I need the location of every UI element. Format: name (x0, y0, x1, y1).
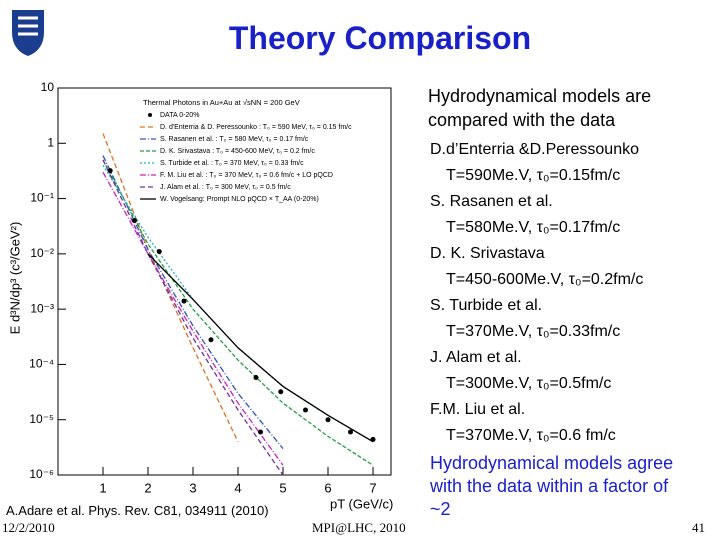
x-tick-label: 4 (234, 480, 241, 495)
model-name: J. Alam et al. (430, 349, 522, 366)
conclusion-line: Hydrodynamical models agree (430, 453, 674, 473)
x-tick-label: 7 (369, 480, 376, 495)
page-number: 41 (692, 520, 705, 535)
model-curve (102, 155, 284, 450)
model-list: D.d’Enterria &D.Peressounko T=590Me.V, τ₀… (430, 137, 643, 449)
y-tick-label: 1 (47, 135, 54, 149)
legend-entry: D. d'Enterria & D. Peressounko : T₀ = 59… (160, 124, 352, 131)
model-curve (147, 253, 374, 443)
reference: A.Adare et al. Phys. Rev. C81, 034911 (2… (6, 503, 269, 518)
model-params: T=300Me.V, τ₀=0.5fm/c (446, 375, 612, 392)
model-name: F.M. Liu et al. (430, 401, 526, 418)
intro: Hydrodynamical models are compared with … (428, 84, 651, 132)
legend-entry: F. M. Liu et al. : T₀ = 370 MeV, τ₀ = 0.… (160, 172, 333, 179)
data-point (107, 168, 113, 174)
legend-entry: D. K. Srivastava : T₀ = 450-600 MeV, τ₀ … (160, 148, 315, 155)
x-tick-label: 6 (324, 480, 331, 495)
data-point (156, 249, 162, 255)
y-tick-label: 10⁻¹ (30, 191, 54, 205)
y-tick-label: 10 (41, 80, 55, 94)
chart: 1 2 3 4 5 6 7 10 1 10⁻¹ 10⁻² 10⁻³ 10⁻⁴ 10⁻⁵ 10⁻⁶ pT (Ge… (7, 80, 393, 511)
y-tick-label: 10⁻⁶ (29, 467, 54, 481)
model-params: T=370Me.V, τ₀=0.6 fm/c (446, 427, 616, 444)
data-point (303, 407, 308, 413)
model-curve (102, 159, 374, 466)
conclusion-line: with the data within a factor of (430, 476, 669, 496)
data-point (258, 429, 263, 435)
x-tick-label: 5 (279, 480, 286, 495)
legend: Thermal Photons in Au+Au at √sNN = 200 G… (140, 98, 352, 203)
y-tick-label: 10⁻² (30, 246, 54, 260)
data-point (132, 218, 137, 224)
x-tick-label: 2 (144, 480, 151, 495)
legend-entry: S. Turbide et al. : T₀ = 370 MeV, τ₀ = 0… (160, 160, 304, 167)
legend-entry: W. Vogelsang: Prompt NLO pQCD × T_AA (0-… (160, 196, 319, 203)
title: Theory Comparison (228, 20, 532, 56)
model-curve (102, 133, 239, 442)
logo (12, 10, 44, 56)
model-params: T=580Me.V, τ₀=0.17fm/c (446, 219, 621, 236)
data-point (325, 417, 331, 423)
legend-entry: S. Rasanen et al. : T₀ = 580 MeV, τ₀ = 0… (160, 136, 309, 143)
model-params: T=590Me.V, τ₀=0.15fm/c (446, 167, 621, 184)
legend-title: Thermal Photons in Au+Au at √sNN = 200 G… (143, 98, 300, 107)
model-name: S. Rasanen et al. (430, 193, 553, 210)
plot-frame (57, 87, 392, 476)
intro-line: Hydrodynamical models are (428, 86, 652, 106)
conclusion-line: ~2 (430, 499, 451, 519)
x-tick-label: 1 (99, 480, 106, 495)
y-tick-label: 10⁻⁴ (29, 357, 54, 371)
intro-line: compared with the data (428, 110, 616, 130)
model-name: D. K. Srivastava (430, 245, 545, 262)
data-point (370, 436, 376, 442)
x-tick-label: 3 (189, 480, 196, 495)
model-curve (102, 164, 374, 443)
data-point (181, 298, 187, 304)
x-axis-label: pT (GeV/c) (330, 496, 393, 511)
conclusion: Hydrodynamical models agree with the dat… (430, 452, 673, 521)
legend-entry: J. Alam et al. : T₀ = 300 MeV, τ₀ = 0.5 … (160, 184, 291, 191)
model-params: T=370Me.V, τ₀=0.33fm/c (446, 323, 621, 340)
data-point (348, 429, 353, 435)
legend-marker (148, 113, 152, 117)
model-name: S. Turbide et al. (430, 297, 543, 314)
footer-date: 12/2/2010 (2, 520, 55, 535)
model-params: T=450-600Me.V, τ₀=0.2fm/c (446, 271, 644, 288)
data-point (253, 375, 259, 381)
footer-venue: MPI@LHC, 2010 (312, 520, 406, 535)
y-axis-label: E d³N/dp³ (c³/GeV²) (7, 222, 22, 335)
legend-entry: DATA 0-20% (160, 112, 199, 119)
data-point (208, 337, 214, 343)
model-name: D.d’Enterria &D.Peressounko (430, 141, 639, 158)
y-tick-label: 10⁻⁵ (29, 412, 54, 426)
data-point (278, 389, 284, 395)
y-tick-label: 10⁻³ (30, 301, 54, 315)
model-curve (102, 171, 284, 466)
